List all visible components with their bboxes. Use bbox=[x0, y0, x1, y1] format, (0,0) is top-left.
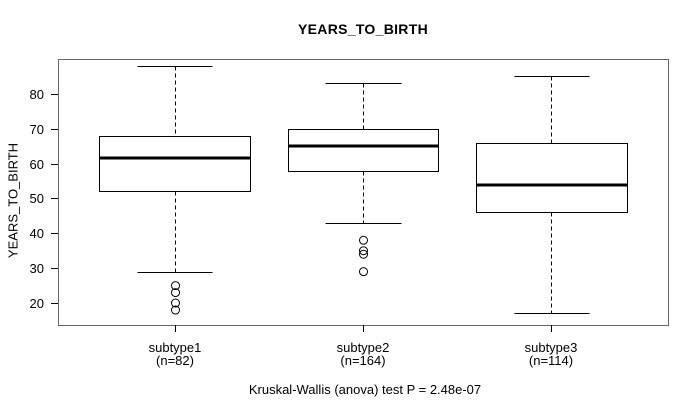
x-group-label: subtype2 (n=164) bbox=[288, 341, 438, 367]
x-group-label: subtype3 (n=114) bbox=[476, 341, 626, 367]
group-name: subtype3 bbox=[524, 340, 578, 355]
outlier-point bbox=[359, 267, 368, 277]
group-count: (n=82) bbox=[156, 353, 194, 368]
y-tick-label: 80 bbox=[29, 86, 44, 102]
group-count: (n=164) bbox=[340, 353, 386, 368]
stat-test-note: Kruskal-Wallis (anova) test P = 2.48e-07 bbox=[248, 382, 482, 397]
x-group-label: subtype1 (n=82) bbox=[100, 341, 250, 367]
group-name: subtype2 bbox=[336, 340, 390, 355]
iqr-box bbox=[99, 136, 251, 192]
outlier-point bbox=[171, 305, 180, 315]
y-tick-label: 20 bbox=[29, 295, 44, 311]
y-tick-label: 40 bbox=[29, 225, 44, 241]
y-tick-label: 50 bbox=[29, 190, 44, 206]
iqr-box bbox=[288, 129, 439, 172]
y-tick-label: 30 bbox=[29, 260, 44, 276]
y-tick-label: 70 bbox=[29, 121, 44, 137]
outlier-point bbox=[359, 249, 368, 259]
outlier-point bbox=[171, 281, 180, 291]
outlier-point bbox=[359, 246, 368, 256]
outlier-point bbox=[171, 298, 180, 308]
group-name: subtype1 bbox=[148, 340, 202, 355]
outlier-point bbox=[171, 288, 180, 298]
y-tick-label: 60 bbox=[29, 156, 44, 172]
outlier-point bbox=[359, 235, 368, 245]
group-count: (n=114) bbox=[528, 353, 574, 368]
iqr-box bbox=[476, 143, 628, 213]
chart-title: YEARS_TO_BIRTH bbox=[298, 21, 428, 37]
